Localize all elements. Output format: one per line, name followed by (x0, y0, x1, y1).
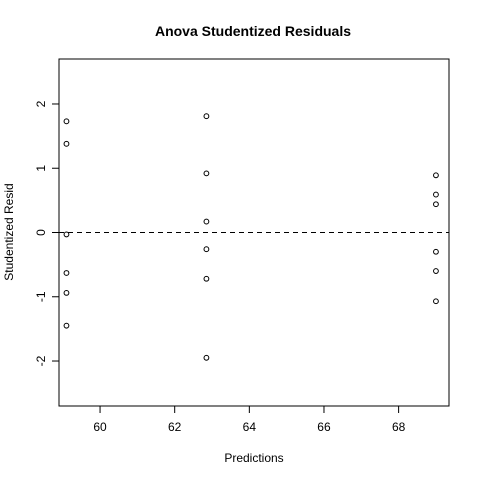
data-point (433, 298, 439, 305)
x-tick-label: 66 (317, 420, 331, 434)
x-tick-label: 64 (243, 420, 257, 434)
x-tick-label: 60 (93, 420, 107, 434)
data-point (433, 191, 439, 198)
y-tick-label: 1 (34, 165, 48, 172)
data-points (63, 113, 439, 361)
y-tick-label: 0 (34, 229, 48, 236)
data-point (203, 354, 210, 361)
data-point (203, 246, 210, 253)
data-point (203, 218, 210, 225)
data-point (63, 118, 70, 125)
data-point (63, 290, 70, 296)
data-point (63, 140, 70, 147)
y-axis-label: Studentized Resid (2, 183, 16, 280)
y-tick-label: 2 (34, 100, 48, 107)
x-axis: 60 62 64 66 68 (93, 405, 406, 434)
data-point (433, 201, 439, 208)
data-point (203, 170, 210, 177)
x-tick-label: 68 (392, 420, 406, 434)
y-axis: -2 -1 0 1 2 (34, 100, 60, 366)
y-tick-label: -2 (34, 355, 48, 366)
x-tick-label: 62 (168, 420, 182, 434)
data-point (63, 270, 70, 276)
x-axis-label: Predictions (224, 451, 283, 465)
data-point (203, 275, 210, 282)
chart-title: Anova Studentized Residuals (155, 23, 351, 39)
data-point (203, 113, 210, 120)
y-tick-label: -1 (34, 291, 48, 302)
data-point (63, 231, 70, 238)
data-point (63, 322, 70, 329)
data-point (433, 172, 439, 179)
data-point (433, 268, 439, 274)
data-point (433, 248, 439, 255)
